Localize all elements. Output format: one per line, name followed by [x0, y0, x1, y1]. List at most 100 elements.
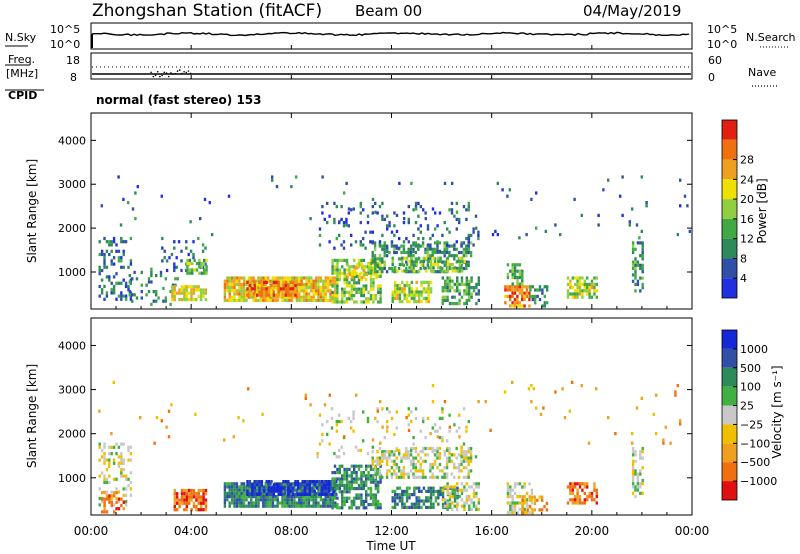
heatmap-cell	[417, 496, 421, 500]
heatmap-cell	[317, 488, 320, 492]
heatmap-cell	[335, 455, 338, 459]
nave-dot	[178, 69, 181, 71]
heatmap-cell	[631, 466, 635, 470]
heatmap-cell	[417, 290, 421, 294]
heatmap-cell	[321, 205, 324, 209]
heatmap-cell	[634, 260, 637, 264]
heatmap-cell	[448, 282, 452, 286]
heatmap-cell	[398, 287, 402, 291]
heatmap-cell	[235, 482, 239, 486]
heatmap-cell	[434, 429, 437, 433]
heatmap-cell	[338, 490, 341, 494]
heatmap-cell	[252, 276, 255, 280]
heatmap-cell	[453, 254, 456, 258]
heatmap-cell	[190, 488, 193, 493]
heatmap-cell	[108, 464, 111, 469]
heatmap-cell	[343, 474, 346, 478]
heatmap-cell	[235, 289, 239, 293]
nave-dot	[172, 73, 174, 75]
heatmap-cell	[326, 504, 330, 508]
heatmap-cell	[235, 488, 239, 492]
heatmap-cell	[100, 204, 103, 208]
heatmap-cell	[98, 284, 101, 289]
heatmap-cell	[513, 298, 517, 302]
heatmap-cell	[348, 265, 351, 269]
heatmap-cell	[248, 483, 252, 487]
heatmap-cell	[521, 485, 524, 489]
heatmap-cell	[345, 290, 349, 294]
heatmap-cell	[377, 262, 380, 266]
heatmap-cell	[253, 486, 256, 490]
heatmap-cell	[298, 292, 301, 296]
heatmap-cell	[240, 276, 243, 280]
heatmap-cell	[448, 456, 451, 460]
heatmap-cell	[377, 499, 380, 503]
heatmap-cell	[228, 491, 231, 495]
heatmap-cell	[421, 241, 425, 245]
heatmap-cell	[242, 276, 246, 280]
heatmap-cell	[429, 446, 432, 451]
heatmap-cell	[238, 295, 241, 299]
heatmap-cell	[253, 489, 256, 493]
heatmap-cell	[509, 288, 512, 292]
heatmap-cell	[469, 459, 473, 463]
heatmap-cell	[472, 488, 476, 492]
heatmap-cell	[401, 489, 404, 493]
heatmap-cell	[429, 263, 433, 267]
heatmap-cell	[429, 499, 433, 503]
heatmap-cell	[595, 289, 598, 293]
heatmap-cell	[120, 256, 123, 260]
heatmap-cell	[371, 250, 374, 255]
heatmap-cell	[405, 453, 408, 457]
heatmap-cell	[475, 507, 478, 511]
heatmap-cell	[458, 266, 462, 270]
heatmap-cell	[110, 291, 113, 295]
heatmap-cell	[470, 507, 473, 511]
heatmap-cell	[467, 233, 470, 237]
heatmap-cell	[287, 287, 290, 291]
heatmap-cell	[477, 482, 480, 486]
heatmap-cell	[456, 496, 459, 500]
heatmap-cell	[443, 249, 446, 253]
heatmap-cell	[242, 498, 246, 502]
heatmap-cell	[183, 488, 186, 493]
heatmap-cell	[417, 300, 421, 304]
heatmap-cell	[509, 285, 512, 289]
heatmap-cell	[115, 500, 118, 504]
heatmap-cell	[415, 290, 418, 294]
heatmap-cell	[475, 504, 478, 508]
heatmap-cell	[538, 508, 541, 512]
heatmap-cell	[272, 483, 276, 487]
heatmap-cell	[291, 486, 295, 490]
heatmap-cell	[378, 459, 382, 463]
heatmap-cell	[521, 272, 524, 276]
heatmap-cell	[367, 487, 370, 491]
heatmap-cell	[431, 207, 435, 211]
heatmap-cell	[527, 387, 531, 391]
heatmap-cell	[265, 480, 268, 484]
heatmap-cell	[240, 295, 243, 299]
heatmap-cell	[353, 471, 356, 475]
heatmap-cell	[117, 464, 121, 469]
heatmap-cell	[161, 246, 164, 250]
heatmap-cell	[631, 207, 634, 211]
heatmap-cell	[421, 475, 425, 479]
heatmap-cell	[393, 247, 396, 251]
heatmap-cell	[350, 290, 353, 294]
heatmap-cell	[412, 446, 415, 451]
heatmap-cell	[593, 276, 596, 280]
heatmap-cell	[634, 494, 637, 499]
heatmap-cell	[323, 486, 326, 490]
heatmap-cell	[272, 293, 276, 297]
heatmap-cell	[530, 501, 534, 505]
heatmap-cell	[431, 384, 435, 388]
heatmap-cell	[401, 505, 404, 509]
heatmap-cell	[432, 269, 435, 273]
heatmap-cell	[303, 483, 307, 487]
heatmap-cell	[186, 265, 189, 269]
heatmap-cell	[590, 295, 594, 299]
heatmap-cell	[391, 296, 394, 300]
heatmap-cell	[120, 455, 123, 459]
heatmap-cell	[443, 263, 446, 267]
